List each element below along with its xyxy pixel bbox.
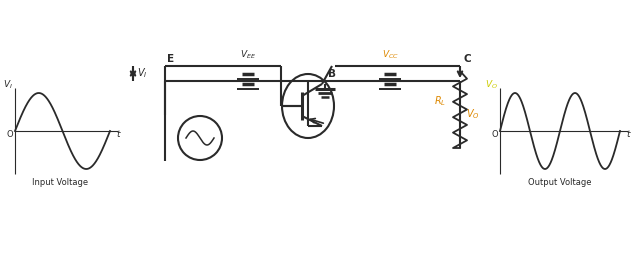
Text: $V_I$: $V_I$ (3, 79, 13, 91)
Text: O: O (6, 130, 13, 139)
Text: t: t (116, 130, 120, 139)
Text: t: t (626, 130, 630, 139)
Text: B: B (328, 69, 336, 79)
Text: $V_I$: $V_I$ (137, 67, 147, 80)
Text: C: C (463, 54, 470, 64)
Text: Output Voltage: Output Voltage (528, 178, 592, 187)
Text: $V_O$: $V_O$ (485, 79, 498, 91)
Text: $V_O$: $V_O$ (466, 108, 480, 121)
Text: Input Voltage: Input Voltage (33, 178, 88, 187)
Text: E: E (167, 54, 174, 64)
Text: $V_{CC}$: $V_{CC}$ (381, 48, 399, 61)
Text: O: O (492, 130, 498, 139)
Text: $V_{EE}$: $V_{EE}$ (240, 48, 256, 61)
Text: $R_L$: $R_L$ (434, 95, 446, 108)
